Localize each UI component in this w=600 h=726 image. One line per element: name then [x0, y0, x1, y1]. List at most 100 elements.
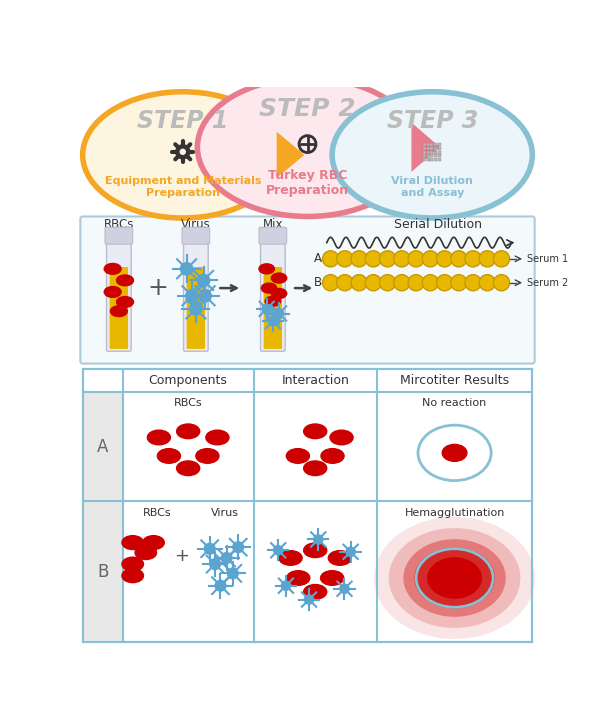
Ellipse shape [304, 543, 327, 558]
Ellipse shape [110, 306, 127, 317]
FancyBboxPatch shape [430, 158, 433, 161]
Circle shape [314, 535, 323, 544]
Text: Mircotiter Results: Mircotiter Results [400, 374, 509, 387]
Circle shape [186, 290, 198, 302]
Ellipse shape [465, 274, 481, 291]
FancyBboxPatch shape [427, 147, 430, 150]
Text: RBCs: RBCs [104, 218, 134, 231]
Ellipse shape [116, 296, 133, 307]
FancyBboxPatch shape [184, 237, 208, 351]
Ellipse shape [379, 274, 395, 291]
Ellipse shape [479, 250, 496, 267]
Ellipse shape [389, 528, 520, 628]
FancyBboxPatch shape [438, 143, 441, 146]
Ellipse shape [135, 546, 157, 560]
Circle shape [181, 263, 193, 275]
Ellipse shape [337, 250, 353, 267]
Ellipse shape [196, 449, 219, 463]
Ellipse shape [418, 425, 491, 481]
Text: B: B [314, 276, 322, 289]
FancyBboxPatch shape [259, 227, 287, 244]
Text: Mix: Mix [263, 218, 283, 231]
FancyBboxPatch shape [427, 143, 430, 146]
Circle shape [197, 274, 210, 287]
FancyBboxPatch shape [430, 143, 433, 146]
Ellipse shape [157, 449, 181, 463]
FancyBboxPatch shape [83, 392, 123, 502]
Ellipse shape [304, 424, 327, 439]
FancyBboxPatch shape [427, 158, 430, 161]
Text: RBCs: RBCs [174, 398, 202, 408]
Circle shape [205, 543, 215, 554]
Circle shape [262, 304, 271, 314]
FancyBboxPatch shape [110, 267, 128, 349]
Ellipse shape [436, 274, 452, 291]
Text: Serial Dilution: Serial Dilution [394, 218, 482, 231]
Circle shape [221, 552, 232, 563]
Ellipse shape [116, 275, 133, 286]
Ellipse shape [148, 430, 170, 445]
FancyBboxPatch shape [187, 267, 205, 349]
Circle shape [304, 595, 314, 604]
FancyBboxPatch shape [83, 502, 123, 643]
Ellipse shape [320, 571, 344, 585]
Ellipse shape [122, 558, 143, 571]
Ellipse shape [351, 274, 367, 291]
FancyBboxPatch shape [434, 154, 437, 158]
FancyBboxPatch shape [438, 158, 441, 161]
Ellipse shape [304, 584, 327, 599]
Text: B: B [97, 563, 109, 581]
Text: +: + [147, 276, 168, 300]
Ellipse shape [422, 250, 439, 267]
Ellipse shape [351, 250, 367, 267]
Ellipse shape [394, 274, 410, 291]
Ellipse shape [206, 430, 229, 445]
Text: No reaction: No reaction [422, 398, 487, 408]
Circle shape [233, 542, 244, 552]
Text: STEP 1: STEP 1 [137, 109, 229, 133]
Ellipse shape [83, 91, 283, 218]
Ellipse shape [321, 449, 344, 463]
Polygon shape [83, 369, 532, 643]
Ellipse shape [265, 296, 281, 306]
Circle shape [281, 581, 290, 590]
Polygon shape [277, 132, 304, 178]
Text: A: A [97, 438, 109, 456]
Text: Virus: Virus [211, 507, 239, 518]
Ellipse shape [479, 274, 496, 291]
Ellipse shape [442, 444, 467, 461]
Ellipse shape [176, 461, 200, 476]
Text: Hemagglutination: Hemagglutination [404, 507, 505, 518]
Text: STEP 3: STEP 3 [386, 109, 478, 133]
FancyBboxPatch shape [438, 154, 441, 158]
FancyBboxPatch shape [105, 227, 133, 244]
Ellipse shape [493, 250, 509, 267]
Ellipse shape [259, 264, 274, 274]
Circle shape [340, 584, 349, 593]
Ellipse shape [304, 461, 327, 476]
Ellipse shape [143, 536, 164, 550]
Ellipse shape [408, 250, 424, 267]
Ellipse shape [279, 550, 302, 566]
FancyBboxPatch shape [107, 237, 131, 351]
FancyBboxPatch shape [423, 147, 426, 150]
Circle shape [199, 290, 211, 302]
FancyBboxPatch shape [438, 150, 441, 154]
Text: Equipment and Materials
Preparation: Equipment and Materials Preparation [104, 176, 261, 198]
Ellipse shape [436, 250, 452, 267]
FancyBboxPatch shape [430, 147, 433, 150]
Ellipse shape [330, 430, 353, 445]
FancyBboxPatch shape [263, 267, 282, 349]
Ellipse shape [176, 424, 200, 439]
Circle shape [210, 559, 220, 569]
Ellipse shape [394, 250, 410, 267]
Ellipse shape [408, 274, 424, 291]
Ellipse shape [465, 250, 481, 267]
FancyBboxPatch shape [430, 154, 433, 158]
Text: Interaction: Interaction [281, 374, 349, 387]
Text: A: A [314, 253, 322, 265]
Circle shape [274, 546, 283, 555]
Ellipse shape [365, 250, 382, 267]
Circle shape [346, 547, 355, 556]
FancyBboxPatch shape [423, 158, 426, 161]
